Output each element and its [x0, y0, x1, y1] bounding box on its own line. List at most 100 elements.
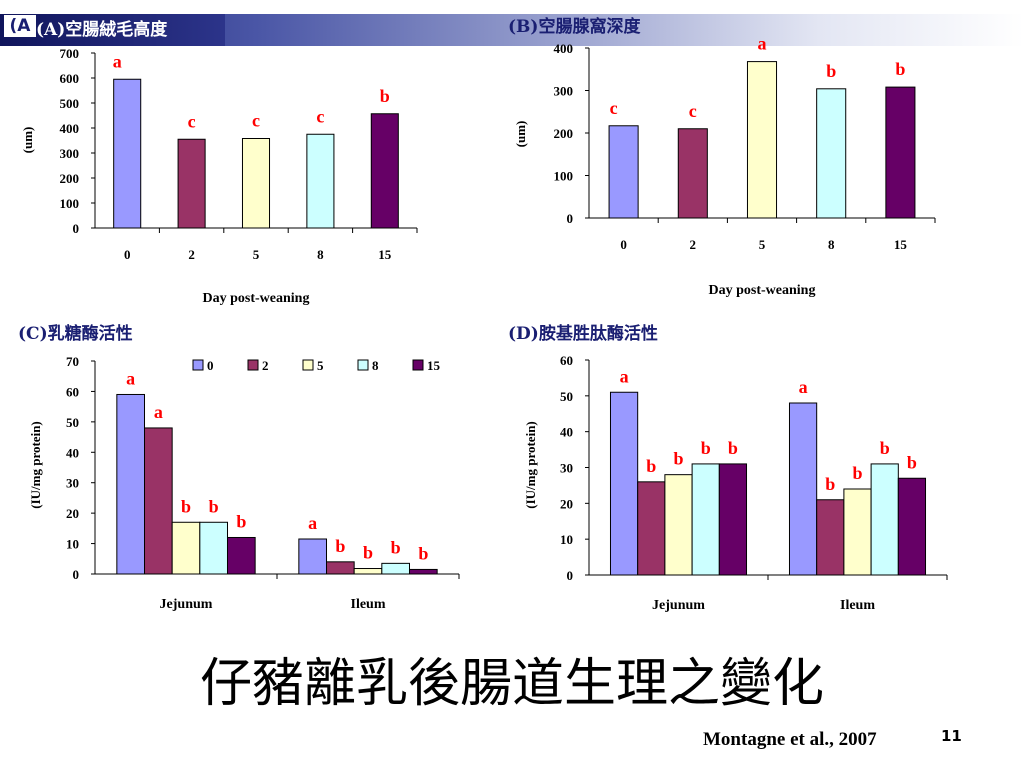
y-tick-label: 20: [560, 496, 573, 511]
significance-letter: b: [363, 543, 373, 563]
significance-letter: b: [391, 537, 401, 557]
legend-swatch: [247, 359, 259, 371]
significance-letter: a: [758, 34, 767, 54]
significance-letter: b: [236, 511, 246, 531]
bar: [816, 88, 847, 219]
y-tick-label: 10: [560, 532, 573, 547]
significance-letter: b: [701, 438, 711, 458]
significance-letter: a: [799, 377, 808, 397]
legend-swatch: [412, 359, 424, 371]
legend-label: 0: [207, 358, 214, 373]
header-dark-band: [0, 14, 225, 46]
y-tick-label: 30: [560, 461, 573, 476]
legend-label: 5: [317, 358, 324, 373]
bar: [381, 562, 410, 575]
bar: [199, 521, 228, 575]
y-tick-label: 100: [60, 196, 80, 211]
y-axis-label: (um): [513, 121, 528, 148]
bar: [171, 521, 201, 575]
bar: [326, 561, 355, 575]
bar: [306, 133, 335, 229]
slide-main-title: 仔豬離乳後腸道生理之變化: [199, 654, 824, 714]
bar: [609, 391, 639, 576]
x-tick-label: Ileum: [840, 598, 875, 613]
significance-letter: b: [728, 438, 738, 458]
bar: [116, 393, 146, 575]
y-tick-label: 400: [554, 41, 574, 56]
y-tick-label: 0: [567, 568, 574, 583]
chart-b-crypt-depth: 0 100 200 300 400 (um) Day post-weaning 0 c 2 c 5 a 8…: [513, 34, 936, 298]
bar: [843, 488, 872, 576]
y-tick-label: 40: [66, 445, 79, 460]
x-axis-label: Day post-weaning: [709, 283, 816, 298]
y-tick-label: 0: [73, 567, 80, 582]
bar: [144, 427, 173, 575]
significance-letter: c: [689, 101, 697, 121]
significance-letter: b: [825, 474, 835, 494]
y-tick-label: 500: [60, 96, 80, 111]
y-tick-label: 0: [567, 211, 574, 226]
y-axis-label: (um): [20, 127, 35, 154]
x-tick-label: 15: [894, 237, 908, 252]
bar: [226, 536, 256, 575]
significance-letter: b: [907, 452, 917, 472]
significance-letter: b: [418, 543, 428, 563]
significance-letter: a: [113, 51, 122, 71]
page-number: 11: [941, 727, 962, 745]
significance-letter: b: [852, 463, 862, 483]
legend-swatch: [192, 359, 204, 371]
significance-letter: b: [209, 496, 219, 516]
bar: [816, 499, 845, 576]
bar: [353, 568, 383, 575]
citation: Montagne et al., 2007: [703, 729, 877, 750]
significance-letter: a: [126, 368, 135, 388]
bar: [608, 125, 639, 219]
y-tick-label: 300: [554, 84, 574, 99]
panel-c-title: (C)乳糖酶活性: [18, 324, 133, 344]
legend-swatch: [357, 359, 369, 371]
y-tick-label: 200: [554, 126, 574, 141]
significance-letter: b: [335, 536, 345, 556]
x-tick-label: 15: [378, 247, 392, 262]
y-tick-label: 50: [66, 415, 79, 430]
slide-section-tag: (A: [4, 15, 36, 37]
bar: [691, 463, 720, 576]
x-tick-label: 2: [690, 237, 697, 252]
x-tick-label: 5: [759, 237, 766, 252]
y-tick-label: 60: [560, 353, 573, 368]
significance-letter: b: [646, 456, 656, 476]
y-axis-label: (IU/mg protein): [28, 421, 43, 509]
y-tick-label: 10: [66, 537, 79, 552]
bar: [637, 481, 666, 576]
legend-label: 8: [372, 358, 379, 373]
y-tick-label: 30: [66, 476, 79, 491]
x-tick-label: 2: [188, 247, 195, 262]
significance-letter: c: [316, 106, 324, 126]
significance-letter: a: [308, 513, 317, 533]
significance-letter: b: [673, 449, 683, 469]
significance-letter: b: [380, 86, 390, 106]
bar: [408, 568, 438, 575]
y-tick-label: 20: [66, 506, 79, 521]
y-tick-label: 200: [60, 171, 80, 186]
y-axis-label: (IU/mg protein): [523, 421, 538, 509]
x-tick-label: Ileum: [351, 597, 386, 612]
x-tick-label: 0: [620, 237, 627, 252]
y-tick-label: 100: [554, 169, 574, 184]
panel-d-title: (D)胺基胜肽酶活性: [508, 324, 658, 344]
chart-a-villus-height: 0 100 200 300 400 500 600 700 (um) Day post-weani…: [20, 46, 418, 306]
y-tick-label: 50: [560, 389, 573, 404]
significance-letter: b: [826, 61, 836, 81]
significance-letter: c: [610, 98, 618, 118]
y-tick-label: 400: [60, 121, 80, 136]
legend-label: 15: [427, 358, 441, 373]
significance-letter: a: [154, 402, 163, 422]
significance-letter: b: [895, 59, 905, 79]
bar: [370, 113, 399, 229]
significance-letter: c: [252, 111, 260, 131]
x-tick-label: 8: [317, 247, 324, 262]
x-tick-label: 8: [828, 237, 835, 252]
x-axis-label: Day post-weaning: [203, 291, 310, 306]
y-tick-label: 600: [60, 71, 80, 86]
